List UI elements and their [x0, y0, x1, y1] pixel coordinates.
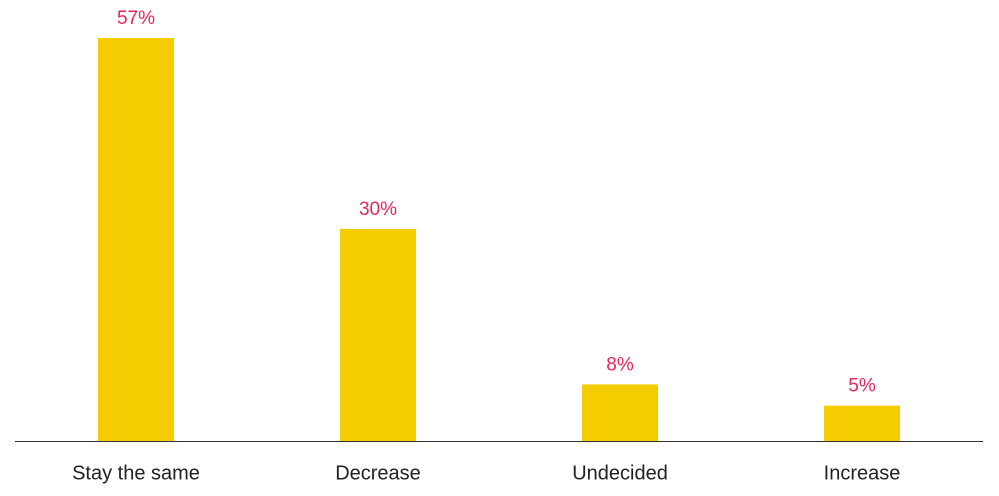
- bar: [582, 384, 658, 441]
- x-tick-label: Decrease: [335, 462, 421, 484]
- x-tick-label: Undecided: [572, 462, 668, 484]
- x-tick-label: Stay the same: [72, 462, 200, 484]
- value-label: 57%: [117, 8, 155, 29]
- value-label: 5%: [848, 376, 876, 397]
- value-label: 30%: [359, 199, 397, 220]
- bar: [824, 405, 900, 441]
- x-tick-label: Increase: [824, 462, 901, 484]
- bar: [340, 228, 416, 441]
- value-label: 8%: [606, 354, 634, 375]
- bar: [98, 38, 174, 441]
